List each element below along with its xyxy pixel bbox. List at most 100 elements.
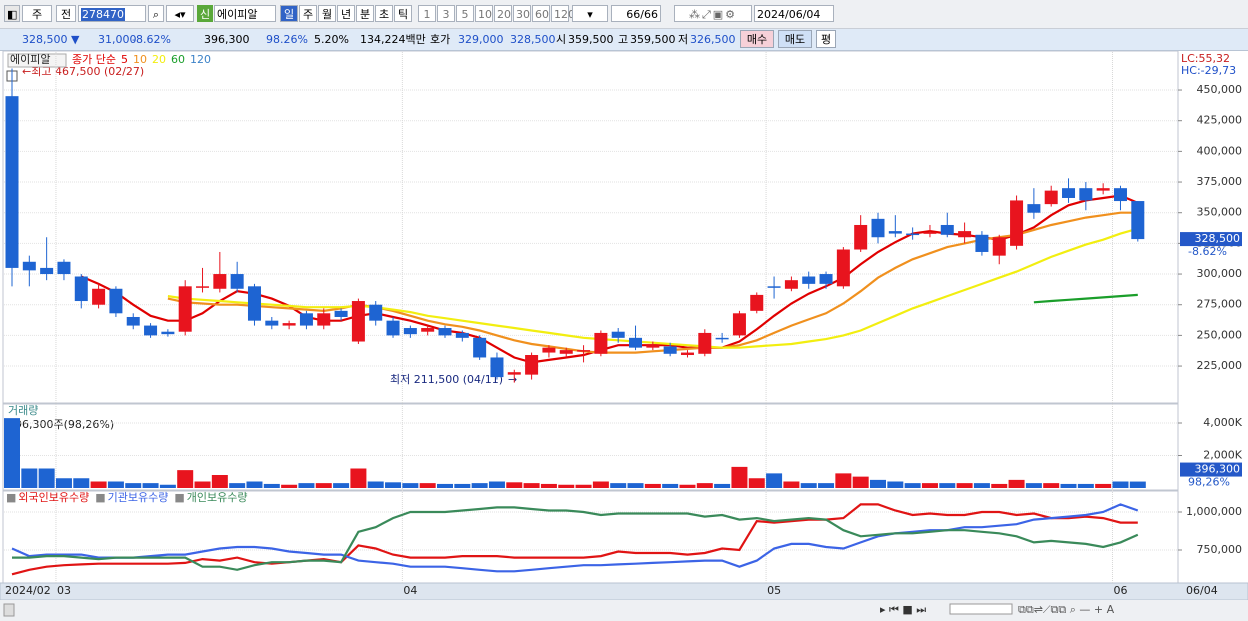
legend: ■ 외국인보유수량 ■ 기관보유수량 ■ 개인보유수량 [6,491,248,504]
nav-icons[interactable]: ▸ ⏮ ■ ⏭ [880,603,926,616]
candle-body [178,286,192,332]
candle-body [854,224,868,250]
volume-bar [125,483,142,488]
rate: -8.62% [132,33,171,46]
scroll-bar [0,600,1248,621]
volume-bar [679,484,696,488]
period-button[interactable]: 초 [375,5,393,22]
calendar-icon [6,70,18,82]
period-button[interactable]: 분 [356,5,374,22]
volume-bar [1025,483,1042,488]
minute-button[interactable]: 3 [437,5,455,22]
holding-line [11,503,1138,576]
volume-bar [488,481,505,488]
candle-body [611,331,625,338]
legend-entry: 60 [171,53,185,66]
tool-icons[interactable]: ⁂⤢▣⚙ [674,5,752,22]
candle-body [940,224,954,235]
volume-tag-rate: 98,26% [1188,476,1230,489]
candle-body [594,332,608,354]
legend-marker: ■ [95,491,105,504]
y-tick-label: 325,000 [1197,236,1243,249]
volume-bar [229,483,246,488]
holding-panel [2,490,1179,584]
tool-icons[interactable]: ⧉⧉⇌⟋⧉⧉ ⌕ — + A [1018,603,1115,616]
candle-body [299,313,313,326]
sound-button[interactable]: ◂▾ [166,5,194,22]
candle-body [992,237,1006,256]
zoom-slider[interactable] [949,603,1013,615]
legend-entry: 외국인보유수량 [18,491,89,504]
candle-body [386,320,400,336]
candle-body [715,337,729,340]
candle-body [334,310,348,317]
minute-button[interactable]: 1 [418,5,436,22]
buy-button[interactable]: 매수 [740,30,774,48]
minute-button[interactable]: 30 [513,5,531,22]
volume-bar [298,483,315,488]
minute-button[interactable]: 60 [532,5,550,22]
volume-bar [870,479,886,488]
menu-icon[interactable]: ◧ [4,5,20,22]
search-button[interactable]: ⌕ [148,5,164,22]
volume-tag [1180,462,1242,477]
candle-body [1131,201,1145,240]
x-tick-label: 05 [767,584,781,597]
candle-body [196,286,210,288]
candle-body [1044,190,1058,205]
volume-bar [38,468,55,488]
period-button[interactable]: 월 [318,5,336,22]
volume-bar [454,483,471,488]
candle-body [1096,188,1110,191]
volume-bar [904,483,921,488]
price-tag-rate: -8.62% [1188,245,1227,258]
candle-body [247,286,261,321]
volume-bar [73,478,90,488]
volume-tag-label: 396,300 [1195,463,1241,476]
volume-bar [592,481,609,488]
sell-button[interactable]: 매도 [778,30,812,48]
minute-button[interactable]: 5 [456,5,474,22]
code-input[interactable]: 278470 [78,5,146,22]
volume-bar [939,483,956,488]
x-tick-label: 06 [1113,584,1127,597]
scroll-left[interactable] [3,603,15,617]
volume-bar [177,470,194,488]
open-label: 시 [556,33,567,46]
eval-button[interactable]: 평 [816,30,836,48]
volume-bar [55,478,72,488]
minute-button[interactable]: 120 [551,5,575,22]
ask-label: 호가 [430,33,451,46]
candle-body [1062,188,1076,198]
minute-button[interactable]: 10 [475,5,493,22]
volume-bar [385,482,402,488]
period-button[interactable]: 일 [280,5,298,22]
y-tick-label: 250,000 [1197,328,1243,341]
volume-bar [281,484,298,488]
volume-bar [1112,481,1129,488]
candle-body [507,372,521,375]
candle-body [958,231,972,238]
period-button[interactable]: 틱 [394,5,412,22]
bid: 328,500 [510,33,556,46]
unit-select[interactable]: ▾ [572,5,608,22]
volume-bar [731,466,748,488]
date-field[interactable]: 2024/06/04 [754,5,834,22]
market-select[interactable]: 주 [22,5,52,22]
volume-bar [973,483,990,488]
volume-bar [783,481,800,488]
period-button[interactable]: 주 [299,5,317,22]
y-tick-label: 375,000 [1197,175,1243,188]
volume-bar [887,481,904,488]
lc: LC:55,32 [1181,52,1230,65]
volume-bar [506,482,523,488]
volume-bar [748,478,765,488]
period-button[interactable]: 년 [337,5,355,22]
prev-button[interactable]: 전 [56,5,76,22]
legend-entry: 5 [121,53,128,66]
legend-marker: ■ [174,491,184,504]
x-tick-label: 04 [403,584,417,597]
minute-button[interactable]: 20 [494,5,512,22]
price: 328,500 ▼ [22,33,80,46]
